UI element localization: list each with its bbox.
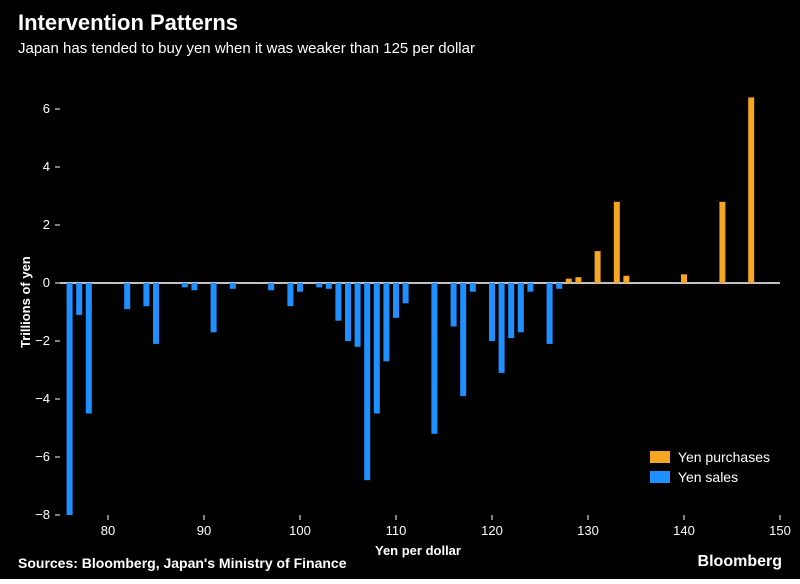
chart-title: Intervention Patterns: [18, 10, 238, 36]
svg-text:80: 80: [101, 523, 115, 538]
brand-text: Bloomberg: [698, 553, 782, 571]
svg-text:−8: −8: [35, 507, 50, 522]
legend-label-purchases: Yen purchases: [678, 449, 770, 465]
chart-subtitle: Japan has tended to buy yen when it was …: [18, 40, 475, 57]
svg-text:−4: −4: [35, 391, 50, 406]
svg-text:2: 2: [43, 217, 50, 232]
svg-text:−2: −2: [35, 333, 50, 348]
legend-label-sales: Yen sales: [678, 469, 738, 485]
svg-text:110: 110: [386, 523, 407, 538]
x-axis-label: Yen per dollar: [375, 543, 461, 558]
legend-item-sales: Yen sales: [650, 469, 770, 485]
svg-text:−6: −6: [35, 449, 50, 464]
svg-text:90: 90: [197, 523, 211, 538]
svg-text:0: 0: [43, 275, 50, 290]
legend-swatch-sales: [650, 471, 670, 483]
svg-text:120: 120: [481, 523, 503, 538]
source-text: Sources: Bloomberg, Japan's Ministry of …: [18, 555, 347, 571]
svg-text:130: 130: [577, 523, 599, 538]
svg-text:150: 150: [769, 523, 791, 538]
svg-text:140: 140: [673, 523, 695, 538]
svg-text:6: 6: [43, 101, 50, 116]
legend-item-purchases: Yen purchases: [650, 449, 770, 465]
svg-text:4: 4: [43, 159, 50, 174]
legend: Yen purchases Yen sales: [650, 449, 770, 489]
legend-swatch-purchases: [650, 451, 670, 463]
y-axis-label: Trillions of yen: [18, 256, 33, 348]
chart-container: −8 −6 −4 −2 0 2 4 6 80 90 100 110 120 130 140 150 Inter…: [0, 0, 800, 579]
chart-svg: −8 −6 −4 −2 0 2 4 6 80 90 100 110 120 130 140 150: [0, 0, 800, 579]
svg-text:100: 100: [289, 523, 311, 538]
